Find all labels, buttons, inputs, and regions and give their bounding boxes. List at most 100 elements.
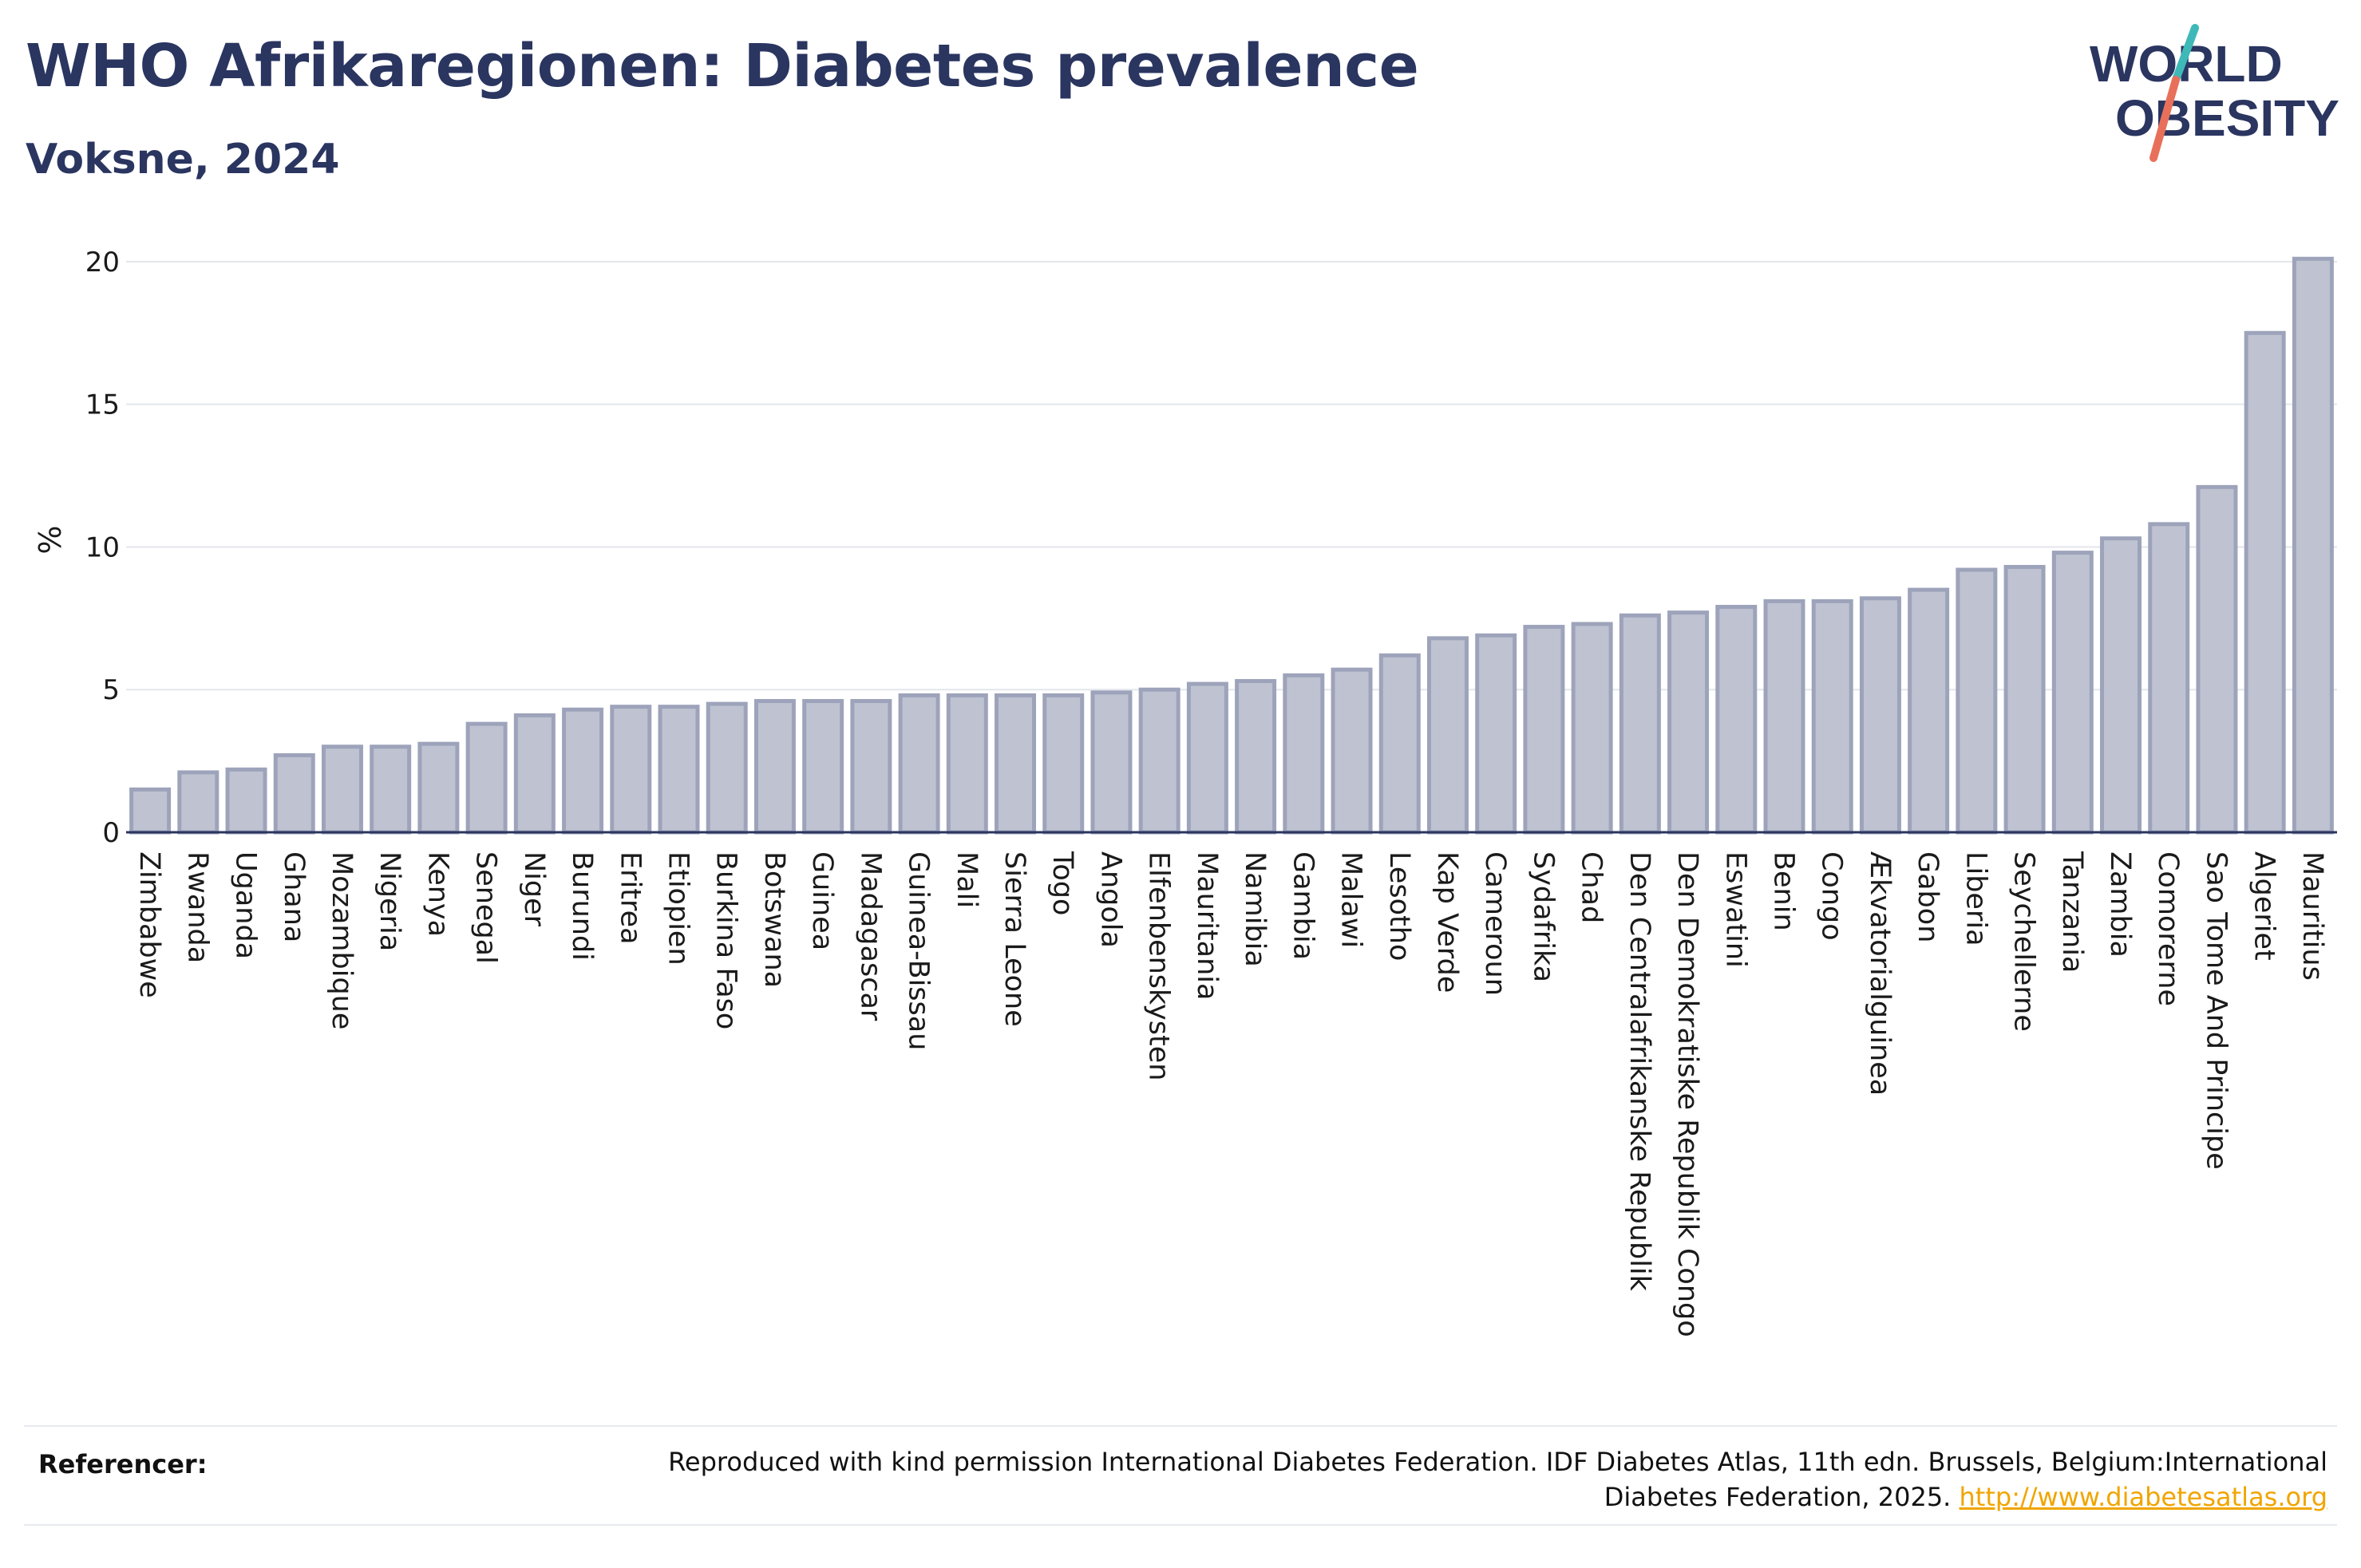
x-tick-label: Sao Tome And Principe	[2200, 851, 2232, 1170]
y-tick-label: 15	[85, 389, 120, 421]
x-tick-label: Burundi	[566, 851, 598, 961]
logo-slash-coral	[2149, 76, 2180, 162]
x-tick-label: Elfenbenskysten	[1143, 851, 1175, 1080]
logo-word-obesity: OBESITY	[2115, 89, 2339, 147]
references-link[interactable]: http://www.diabetesatlas.org	[1959, 1482, 2327, 1512]
x-tick-label: Lesotho	[1383, 851, 1415, 961]
x-tick-label: Chad	[1576, 851, 1608, 923]
x-tick-label: Benin	[1768, 851, 1800, 931]
x-tick-label: Nigeria	[374, 851, 405, 951]
references-text: Reproduced with kind permission Internat…	[571, 1444, 2327, 1515]
x-tick-label: Madagascar	[854, 851, 886, 1021]
x-tick-label: Gambia	[1287, 851, 1319, 960]
x-tick-label: Kenya	[421, 851, 453, 937]
bar	[850, 699, 892, 835]
x-tick-label: Den Demokratiske Republik Congo	[1671, 851, 1703, 1337]
bar	[1283, 673, 1325, 835]
bar	[1571, 622, 1613, 835]
x-tick-label: Zimbabwe	[133, 851, 165, 998]
bar	[2292, 256, 2334, 835]
bar	[1042, 693, 1085, 835]
bar	[1426, 636, 1469, 835]
bar	[1715, 605, 1758, 835]
bar	[321, 745, 363, 835]
x-tick-label: Tanzania	[2056, 851, 2088, 973]
bar	[1859, 596, 1901, 835]
bar	[802, 699, 844, 835]
bar	[898, 693, 940, 835]
y-tick-label: 0	[102, 817, 120, 849]
x-tick-label: Kap Verde	[1431, 851, 1463, 993]
bar	[2051, 551, 2094, 835]
bar	[2196, 484, 2238, 835]
y-axis-ticks: 0 5 10 15 20	[85, 247, 120, 849]
bar	[1619, 613, 1661, 835]
bar	[1138, 687, 1180, 835]
x-tick-label: Congo	[1816, 851, 1848, 941]
bar	[370, 745, 412, 835]
footer-top-divider	[24, 1425, 2337, 1427]
bar	[706, 701, 748, 835]
x-tick-label: Rwanda	[181, 851, 213, 963]
references-label: Referencer:	[38, 1449, 208, 1479]
bar	[1475, 633, 1517, 835]
bar	[2003, 564, 2046, 835]
x-tick-label: Eritrea	[614, 851, 646, 945]
bar	[1331, 667, 1373, 835]
y-tick-label: 10	[85, 531, 120, 563]
bar	[273, 752, 315, 835]
x-tick-label: Burkina Faso	[710, 851, 742, 1029]
bar-chart: 0 5 10 15 20 Zimbabwe Rwanda Uganda Ghana Mozamb…	[31, 247, 2337, 1337]
bar	[1811, 598, 1853, 835]
x-tick-label: Niger	[518, 851, 550, 927]
bar	[513, 713, 556, 835]
bar	[1523, 625, 1565, 835]
x-tick-label: Botswana	[758, 851, 790, 988]
bar	[1090, 690, 1133, 835]
bar	[1956, 567, 1998, 835]
x-tick-label: Mauritius	[2296, 851, 2328, 981]
bar	[2148, 522, 2190, 835]
x-tick-label: Guinea-Bissau	[903, 851, 935, 1050]
x-tick-label: Eswatini	[1719, 851, 1751, 968]
y-tick-label: 20	[85, 247, 120, 278]
bar	[610, 705, 652, 835]
bar	[177, 770, 219, 835]
x-tick-label: Togo	[1046, 851, 1078, 915]
x-tick-label: Algeriet	[2248, 851, 2280, 961]
footer-bottom-divider	[24, 1524, 2337, 1526]
bar	[995, 693, 1037, 835]
x-tick-label: Guinea	[806, 851, 838, 950]
x-tick-label: Uganda	[230, 851, 262, 959]
bar	[2100, 536, 2142, 835]
x-tick-label: Sydafrika	[1527, 851, 1559, 982]
bar	[129, 787, 172, 835]
chart-title: WHO Afrikaregionen: Diabetes prevalence	[26, 32, 1419, 101]
x-tick-label: Cameroun	[1479, 851, 1511, 996]
x-tick-label: Liberia	[1960, 851, 1991, 946]
x-tick-label: Comorerne	[2152, 851, 2184, 1006]
bar	[562, 707, 604, 835]
x-tick-label: Senegal	[470, 851, 502, 964]
x-tick-label: Zambia	[2104, 851, 2136, 958]
x-axis-labels: Zimbabwe Rwanda Uganda Ghana Mozambique Niger…	[133, 851, 2328, 1337]
x-tick-label: Gabon	[1912, 851, 1944, 942]
bar	[1763, 598, 1805, 835]
x-tick-label: Etiopien	[662, 851, 694, 966]
bar	[946, 693, 988, 835]
bar	[1667, 610, 1710, 835]
x-tick-label: Mauritania	[1191, 851, 1223, 1000]
bar	[658, 705, 700, 835]
bar	[1186, 681, 1228, 835]
y-tick-label: 5	[102, 674, 120, 706]
bars	[129, 256, 2334, 835]
y-axis-label: %	[31, 525, 66, 554]
bar	[225, 767, 267, 835]
bar	[2244, 330, 2286, 835]
bar	[417, 741, 460, 835]
logo-slash-teal	[2172, 24, 2199, 84]
chart-subtitle: Voksne, 2024	[26, 136, 340, 184]
x-tick-label: Angola	[1094, 851, 1126, 948]
bar	[753, 699, 796, 835]
x-tick-label: Mali	[951, 851, 983, 908]
